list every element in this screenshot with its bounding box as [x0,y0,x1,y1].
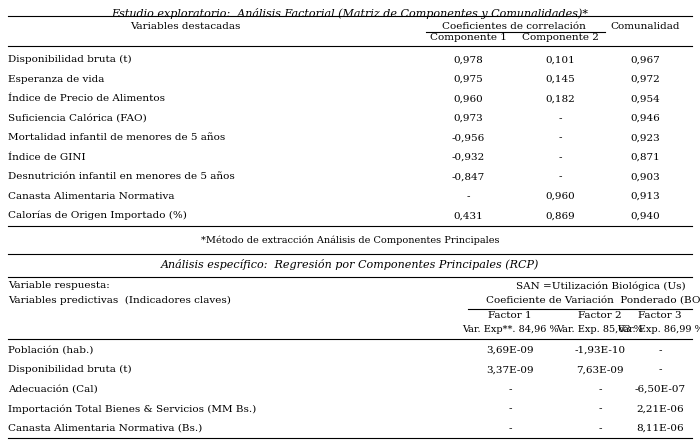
Text: Suficiencia Calórica (FAO): Suficiencia Calórica (FAO) [8,114,147,123]
Text: -: - [559,153,561,162]
Text: -: - [466,192,470,201]
Text: 3,69E-09: 3,69E-09 [486,346,534,355]
Text: 0,871: 0,871 [630,153,660,162]
Text: -: - [559,133,561,142]
Text: Var. Exp. 86,99 %: Var. Exp. 86,99 % [617,325,700,333]
Text: 8,11E-06: 8,11E-06 [636,424,684,433]
Text: -: - [559,114,561,123]
Text: Var. Exp**. 84,96 %: Var. Exp**. 84,96 % [462,325,559,333]
Text: Disponibilidad bruta (t): Disponibilidad bruta (t) [8,55,132,64]
Text: Importación Total Bienes & Servicios (MM Bs.): Importación Total Bienes & Servicios (MM… [8,404,256,414]
Text: -: - [508,424,512,433]
Text: Disponibilidad bruta (t): Disponibilidad bruta (t) [8,365,132,374]
Text: -: - [658,346,662,355]
Text: SAN =Utilización Biológica (Us): SAN =Utilización Biológica (Us) [516,281,686,291]
Text: Variables predictivas  (Indicadores claves): Variables predictivas (Indicadores clave… [8,295,231,305]
Text: Población (hab.): Población (hab.) [8,346,93,355]
Text: 0,145: 0,145 [545,75,575,84]
Text: 0,946: 0,946 [630,114,660,123]
Text: 0,940: 0,940 [630,211,660,220]
Text: Calorías de Origen Importado (%): Calorías de Origen Importado (%) [8,211,187,220]
Text: -0,956: -0,956 [452,133,484,142]
Text: Canasta Alimentaria Normativa (Bs.): Canasta Alimentaria Normativa (Bs.) [8,424,202,433]
Text: Índice de GINI: Índice de GINI [8,153,85,162]
Text: Análisis específico:  Regresión por Componentes Principales (RCP): Análisis específico: Regresión por Compo… [161,258,539,269]
Text: 0,923: 0,923 [630,133,660,142]
Text: 0,954: 0,954 [630,94,660,103]
Text: -: - [559,172,561,181]
Text: 0,101: 0,101 [545,55,575,64]
Text: 0,913: 0,913 [630,192,660,201]
Text: Adecuación (Cal): Adecuación (Cal) [8,385,98,394]
Text: 0,960: 0,960 [545,192,575,201]
Text: -: - [598,404,602,413]
Text: -0,932: -0,932 [452,153,484,162]
Text: Coeficiente de Variación  Ponderado (BOW): Coeficiente de Variación Ponderado (BOW) [486,295,700,304]
Text: 0,869: 0,869 [545,211,575,220]
Text: Coeficientes de correlación: Coeficientes de correlación [442,22,586,31]
Text: Comunalidad: Comunalidad [610,22,680,31]
Text: Índice de Precio de Alimentos: Índice de Precio de Alimentos [8,94,165,103]
Text: 0,973: 0,973 [453,114,483,123]
Text: 0,431: 0,431 [453,211,483,220]
Text: Estudio exploratorio:  Análisis Factorial (Matriz de Componentes y Comunalidades: Estudio exploratorio: Análisis Factorial… [111,8,589,19]
Text: Variables destacadas: Variables destacadas [130,22,240,31]
Text: 0,978: 0,978 [453,55,483,64]
Text: Esperanza de vida: Esperanza de vida [8,75,104,84]
Text: -: - [598,385,602,394]
Text: 0,903: 0,903 [630,172,660,181]
Text: -: - [508,385,512,394]
Text: -: - [658,365,662,374]
Text: 3,37E-09: 3,37E-09 [486,365,534,374]
Text: *Método de extracción Análisis de Componentes Principales: *Método de extracción Análisis de Compon… [201,235,499,245]
Text: -1,93E-10: -1,93E-10 [575,346,626,355]
Text: Factor 1: Factor 1 [488,311,532,321]
Text: Componente 1: Componente 1 [430,33,506,42]
Text: Desnutrición infantil en menores de 5 años: Desnutrición infantil en menores de 5 añ… [8,172,234,181]
Text: 2,21E-06: 2,21E-06 [636,404,684,413]
Text: Canasta Alimentaria Normativa: Canasta Alimentaria Normativa [8,192,174,201]
Text: Variable respuesta:: Variable respuesta: [8,281,110,291]
Text: 7,63E-09: 7,63E-09 [576,365,624,374]
Text: -0,847: -0,847 [452,172,484,181]
Text: Factor 2: Factor 2 [578,311,622,321]
Text: -: - [508,404,512,413]
Text: 0,967: 0,967 [630,55,660,64]
Text: 0,972: 0,972 [630,75,660,84]
Text: 0,975: 0,975 [453,75,483,84]
Text: -: - [598,424,602,433]
Text: Factor 3: Factor 3 [638,311,682,321]
Text: Componente 2: Componente 2 [522,33,598,42]
Text: 0,960: 0,960 [453,94,483,103]
Text: 0,182: 0,182 [545,94,575,103]
Text: Var. Exp. 85,63 %: Var. Exp. 85,63 % [556,325,643,333]
Text: Mortalidad infantil de menores de 5 años: Mortalidad infantil de menores de 5 años [8,133,225,142]
Text: -6,50E-07: -6,50E-07 [634,385,685,394]
